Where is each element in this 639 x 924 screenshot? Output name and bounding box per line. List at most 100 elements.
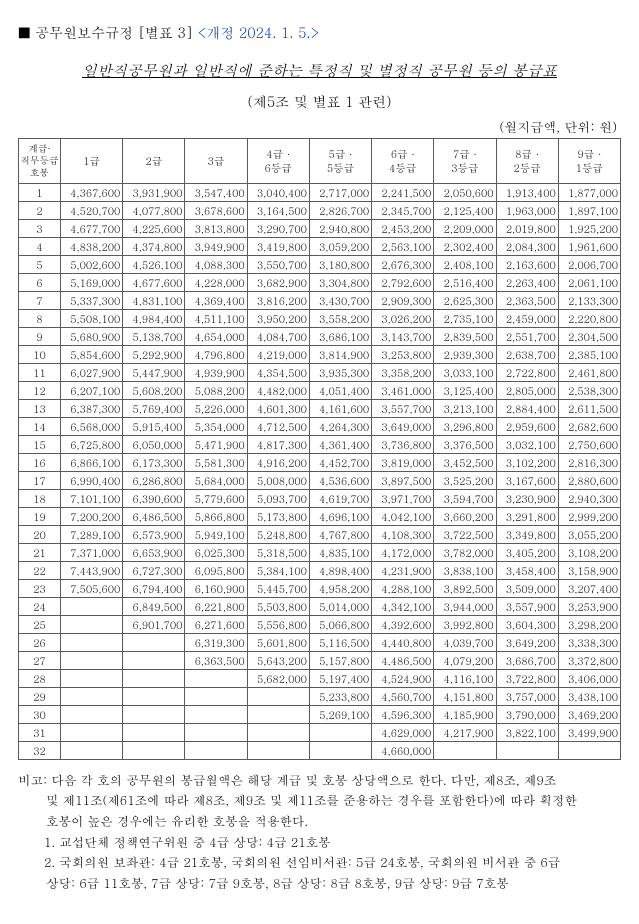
cell: 5,354,000 — [185, 417, 247, 435]
cell: 5,581,300 — [185, 453, 247, 471]
cell: 2,792,600 — [372, 273, 434, 291]
cell: 4,288,100 — [372, 579, 434, 597]
table-row: 136,387,3005,769,4005,226,0004,601,3004,… — [19, 399, 621, 417]
cell: 2,461,800 — [558, 363, 620, 381]
cell: 2,125,400 — [434, 201, 496, 219]
cell: 2,363,500 — [496, 291, 558, 309]
cell: 2,061,100 — [558, 273, 620, 291]
cell: 4,526,100 — [123, 255, 185, 273]
cell: 7,289,100 — [61, 525, 123, 543]
cell: 6,990,400 — [61, 471, 123, 489]
cell: 2,516,400 — [434, 273, 496, 291]
row-number: 29 — [19, 687, 61, 705]
cell: 5,173,800 — [247, 507, 309, 525]
cell — [558, 741, 620, 759]
cell: 3,461,000 — [372, 381, 434, 399]
cell: 6,286,800 — [123, 471, 185, 489]
table-row: 14,367,6003,931,9003,547,4003,040,4002,7… — [19, 183, 621, 201]
cell: 5,233,800 — [309, 687, 371, 705]
cell: 5,447,900 — [123, 363, 185, 381]
cell: 4,084,700 — [247, 327, 309, 345]
header-line: ■ 공무원보수규정 [별표 3] <개정 2024. 1. 5.> — [18, 22, 621, 42]
cell: 4,342,100 — [372, 597, 434, 615]
cell: 4,916,200 — [247, 453, 309, 471]
cell: 4,511,100 — [185, 309, 247, 327]
cell: 3,419,800 — [247, 237, 309, 255]
row-number: 7 — [19, 291, 61, 309]
cell: 4,172,000 — [372, 543, 434, 561]
col-6: 6급 ·4등급 — [372, 139, 434, 184]
cell: 3,207,400 — [558, 579, 620, 597]
cell: 2,999,200 — [558, 507, 620, 525]
cell: 3,813,800 — [185, 219, 247, 237]
cell: 4,482,000 — [247, 381, 309, 399]
cell: 2,884,400 — [496, 399, 558, 417]
cell: 5,684,000 — [185, 471, 247, 489]
cell: 5,269,100 — [309, 705, 371, 723]
cell: 4,185,900 — [434, 705, 496, 723]
cell: 6,725,800 — [61, 435, 123, 453]
cell: 4,958,200 — [309, 579, 371, 597]
cell: 3,372,800 — [558, 651, 620, 669]
cell: 3,304,800 — [309, 273, 371, 291]
cell: 3,944,000 — [434, 597, 496, 615]
cell: 5,508,100 — [61, 309, 123, 327]
table-row: 75,337,3004,831,1004,369,4003,816,2003,4… — [19, 291, 621, 309]
document-title: 일반직공무원과 일반직에 준하는 특정직 및 별정직 공무원 등의 봉급표 — [18, 60, 621, 81]
cell: 3,358,200 — [372, 363, 434, 381]
cell: 3,660,200 — [434, 507, 496, 525]
cell: 4,116,100 — [434, 669, 496, 687]
document-subtitle: (제5조 및 별표 1 관련) — [18, 91, 621, 111]
cell: 5,248,800 — [247, 525, 309, 543]
cell: 3,406,000 — [558, 669, 620, 687]
cell: 4,361,400 — [309, 435, 371, 453]
cell: 3,790,000 — [496, 705, 558, 723]
row-number: 16 — [19, 453, 61, 471]
cell — [434, 741, 496, 759]
table-row: 34,677,7004,225,6003,813,8003,290,7002,9… — [19, 219, 621, 237]
cell: 2,611,500 — [558, 399, 620, 417]
table-row: 266,319,3005,601,8005,116,5004,440,8004,… — [19, 633, 621, 651]
cell: 3,458,400 — [496, 561, 558, 579]
cell: 2,385,100 — [558, 345, 620, 363]
row-number: 3 — [19, 219, 61, 237]
row-number: 32 — [19, 741, 61, 759]
cell: 6,095,800 — [185, 561, 247, 579]
col-2: 2급 — [123, 139, 185, 184]
cell: 3,213,100 — [434, 399, 496, 417]
row-number: 23 — [19, 579, 61, 597]
table-row: 227,443,9006,727,3006,095,8005,384,1004,… — [19, 561, 621, 579]
table-row: 176,990,4006,286,8005,684,0005,008,0004,… — [19, 471, 621, 489]
cell: 7,200,200 — [61, 507, 123, 525]
cell: 4,108,300 — [372, 525, 434, 543]
cell: 4,231,900 — [372, 561, 434, 579]
cell: 6,025,300 — [185, 543, 247, 561]
cell: 3,143,700 — [372, 327, 434, 345]
table-row: 65,169,0004,677,6004,228,0003,682,9003,3… — [19, 273, 621, 291]
cell: 6,866,100 — [61, 453, 123, 471]
cell: 5,643,200 — [247, 651, 309, 669]
cell: 3,509,000 — [496, 579, 558, 597]
row-number: 15 — [19, 435, 61, 453]
cell: 4,654,000 — [185, 327, 247, 345]
cell: 3,816,200 — [247, 291, 309, 309]
row-number: 8 — [19, 309, 61, 327]
cell: 3,525,200 — [434, 471, 496, 489]
cell: 6,901,700 — [123, 615, 185, 633]
table-row: 285,682,0005,197,4004,524,9004,116,1003,… — [19, 669, 621, 687]
cell — [309, 741, 371, 759]
cell: 4,560,700 — [372, 687, 434, 705]
table-row: 44,838,2004,374,8003,949,9003,419,8003,0… — [19, 237, 621, 255]
cell: 5,682,000 — [247, 669, 309, 687]
cell: 2,551,700 — [496, 327, 558, 345]
row-number: 10 — [19, 345, 61, 363]
cell: 2,909,300 — [372, 291, 434, 309]
table-row: 256,901,7006,271,6005,556,8005,066,8004,… — [19, 615, 621, 633]
cell: 2,133,300 — [558, 291, 620, 309]
cell — [123, 633, 185, 651]
cell: 4,696,100 — [309, 507, 371, 525]
cell: 4,831,100 — [123, 291, 185, 309]
cell: 4,161,600 — [309, 399, 371, 417]
cell: 3,971,700 — [372, 489, 434, 507]
row-number: 17 — [19, 471, 61, 489]
